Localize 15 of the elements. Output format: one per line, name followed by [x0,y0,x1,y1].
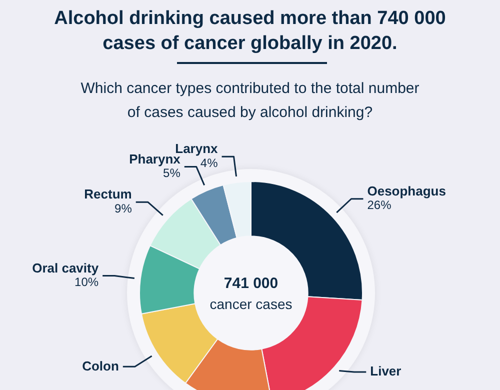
slice-label: Colon [82,358,119,374]
data-label: 9% [114,201,132,216]
slice-label: Oesophagus [367,183,446,198]
chart-subtitle: Which cancer types contributed to the total number of cases caused by alcohol drinking? [80,79,420,123]
slice-label: Oral cavity [32,260,100,276]
slice-label: Rectum [84,186,132,202]
data-label: 26% [367,198,392,212]
chart-title: Alcohol drinking caused more than 740 000 cases of cancer globally in 2020. [53,7,447,56]
slice-label: Larynx [175,141,219,156]
slice-label: Liver [370,364,402,379]
text: 741 000 [224,275,278,292]
data-label: 10% [74,275,99,290]
text: cancer cases [210,296,292,312]
data-label: 4% [200,156,218,170]
data-label: 5% [163,166,181,180]
